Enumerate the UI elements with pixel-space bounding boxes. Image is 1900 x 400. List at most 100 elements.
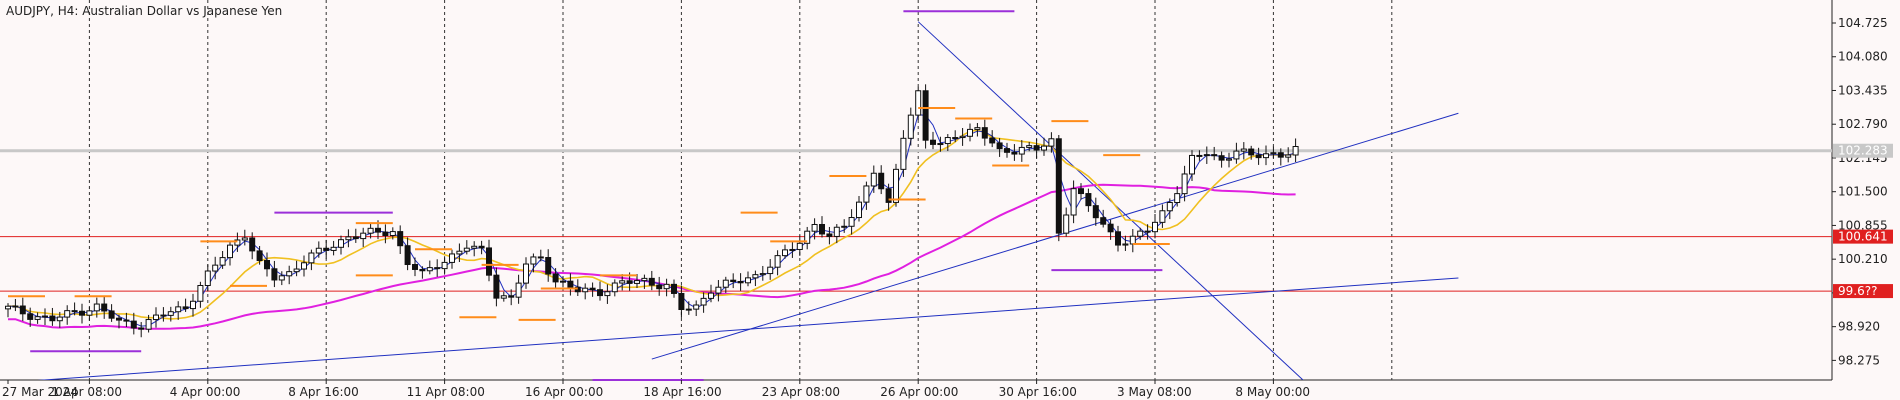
level-price-label: 99.6??	[1838, 284, 1877, 298]
candle-bull	[64, 310, 71, 318]
candle-bull	[523, 263, 529, 284]
candle-bull	[1189, 154, 1195, 175]
candle-bear	[264, 260, 270, 270]
trendline	[37, 277, 1459, 380]
candle-bull	[856, 201, 862, 219]
candle-bull	[227, 244, 233, 259]
candle-bull	[315, 247, 322, 254]
candle-bear	[138, 327, 145, 330]
candle-bear	[671, 283, 677, 294]
candle-bull	[663, 283, 670, 290]
price-tick-label: 100.855	[1838, 218, 1888, 232]
candle-bull	[604, 291, 611, 297]
candle-bear	[589, 287, 596, 291]
candle-bear	[1078, 188, 1084, 195]
candle-bull	[685, 308, 692, 311]
candle-bear	[567, 280, 574, 288]
candle-bear	[537, 256, 544, 259]
time-tick-label: 4 Apr 00:00	[170, 385, 241, 399]
candle-bull	[426, 267, 433, 272]
time-tick-label: 11 Apr 08:00	[407, 385, 485, 399]
candle-bull	[959, 135, 966, 139]
candle-bull	[967, 128, 973, 137]
price-tick-label: 102.790	[1838, 117, 1888, 131]
candle-bull	[463, 247, 470, 252]
candle-bull	[611, 282, 618, 293]
time-tick-label: 26 Apr 00:00	[880, 385, 958, 399]
candle-bear	[434, 267, 441, 270]
candle-bull	[915, 90, 922, 116]
candle-bull	[937, 143, 944, 146]
time-tick-label: 1 Apr 08:00	[51, 385, 122, 399]
candle-bull	[456, 250, 463, 255]
candle-bull	[833, 226, 840, 237]
candle-bull	[804, 230, 811, 244]
candle-bull	[234, 239, 241, 246]
candle-bull	[241, 237, 248, 241]
time-tick-label: 3 May 08:00	[1117, 385, 1192, 399]
candle-bear	[1004, 148, 1010, 153]
candle-bull	[722, 279, 729, 288]
time-tick-label: 30 Apr 16:00	[999, 385, 1077, 399]
candle-bull	[42, 315, 48, 318]
candle-bear	[323, 247, 330, 251]
candle-bear	[1107, 223, 1114, 233]
candle-bear	[123, 319, 130, 322]
candle-bull	[167, 311, 174, 316]
candle-bear	[130, 320, 137, 329]
time-tick-label: 8 Apr 16:00	[288, 385, 359, 399]
candle-bull	[1263, 153, 1269, 159]
horizontal-levels	[0, 149, 1832, 292]
candle-bear	[271, 268, 278, 281]
candle-bull	[1226, 158, 1232, 161]
candle-bull	[1063, 214, 1070, 234]
candle-bear	[878, 172, 885, 190]
candle-bear	[1092, 205, 1099, 219]
candle-bear	[352, 236, 359, 240]
candle-bear	[648, 277, 655, 286]
price-axis: 104.725104.080103.435102.790102.145101.5…	[1832, 16, 1893, 367]
candle-bull	[1159, 210, 1166, 223]
candle-bull	[500, 295, 507, 299]
candle-bull	[1292, 146, 1299, 156]
candle-bull	[301, 262, 307, 270]
price-tick-label: 104.080	[1838, 50, 1888, 64]
candles	[5, 84, 1299, 338]
candle-bull	[93, 303, 100, 312]
candle-bull	[1129, 235, 1136, 245]
candle-bull	[367, 227, 374, 234]
price-tick-label: 101.500	[1838, 185, 1888, 199]
time-tick-label: 27 Mar 2024	[2, 385, 78, 399]
candle-bear	[1218, 155, 1225, 161]
candle-bear	[249, 237, 256, 252]
candle-bull	[515, 282, 522, 298]
candle-bear	[419, 268, 426, 272]
candle-bull	[863, 185, 870, 203]
candle-bull	[708, 292, 714, 299]
candle-bull	[1122, 243, 1129, 246]
candle-bull	[1026, 145, 1033, 148]
candle-bear	[1248, 148, 1255, 156]
candle-bull	[330, 246, 337, 251]
candle-bull	[789, 248, 796, 251]
candle-bear	[819, 223, 825, 235]
candle-bull	[560, 280, 566, 283]
candle-bear	[101, 303, 108, 312]
candle-bull	[1285, 154, 1292, 158]
candle-bull	[219, 257, 226, 266]
candle-bull	[1041, 145, 1047, 151]
candle-bull	[190, 300, 196, 310]
price-tick-label: 104.725	[1838, 16, 1888, 30]
candle-bear	[1196, 154, 1203, 157]
candle-bull	[5, 305, 11, 310]
candle-bull	[212, 264, 219, 272]
candle-bull	[441, 261, 448, 270]
candle-bull	[530, 256, 537, 265]
candle-bull	[360, 232, 367, 240]
level-price-label: 100.641	[1838, 230, 1888, 244]
candle-bear	[1055, 138, 1062, 234]
